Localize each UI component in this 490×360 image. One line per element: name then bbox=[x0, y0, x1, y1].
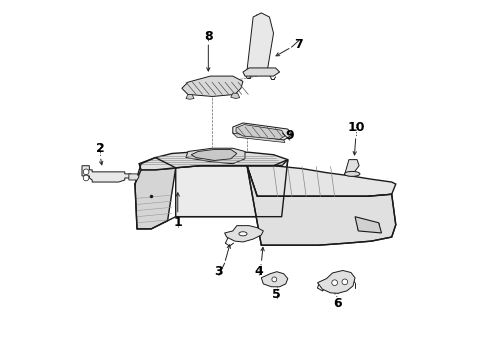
Text: 8: 8 bbox=[204, 30, 213, 43]
Text: 1: 1 bbox=[173, 216, 182, 229]
Circle shape bbox=[83, 169, 89, 175]
Polygon shape bbox=[139, 152, 288, 170]
Polygon shape bbox=[186, 94, 194, 99]
Polygon shape bbox=[355, 217, 382, 233]
Polygon shape bbox=[247, 166, 396, 196]
Text: 6: 6 bbox=[334, 297, 342, 310]
Polygon shape bbox=[233, 133, 285, 143]
Ellipse shape bbox=[239, 232, 247, 236]
Text: 5: 5 bbox=[272, 288, 281, 301]
Text: 10: 10 bbox=[347, 121, 365, 134]
Polygon shape bbox=[247, 13, 273, 70]
Text: 3: 3 bbox=[215, 265, 223, 278]
Circle shape bbox=[342, 279, 348, 285]
Text: 4: 4 bbox=[255, 265, 264, 278]
Polygon shape bbox=[186, 148, 245, 164]
Polygon shape bbox=[182, 76, 243, 96]
Polygon shape bbox=[224, 226, 263, 242]
Polygon shape bbox=[191, 149, 237, 161]
Polygon shape bbox=[243, 68, 280, 76]
Polygon shape bbox=[135, 168, 176, 229]
Text: 9: 9 bbox=[286, 130, 294, 143]
Polygon shape bbox=[261, 272, 288, 287]
Text: 2: 2 bbox=[96, 142, 105, 155]
Polygon shape bbox=[236, 125, 285, 139]
Circle shape bbox=[83, 175, 89, 181]
Text: 7: 7 bbox=[294, 38, 303, 51]
Polygon shape bbox=[82, 166, 131, 182]
Circle shape bbox=[272, 277, 277, 282]
Polygon shape bbox=[231, 93, 240, 99]
Polygon shape bbox=[176, 159, 288, 217]
Circle shape bbox=[332, 280, 338, 285]
Ellipse shape bbox=[344, 171, 360, 176]
Polygon shape bbox=[233, 123, 292, 140]
Polygon shape bbox=[345, 159, 359, 174]
Polygon shape bbox=[318, 270, 355, 293]
Polygon shape bbox=[247, 166, 396, 245]
Polygon shape bbox=[129, 174, 139, 180]
